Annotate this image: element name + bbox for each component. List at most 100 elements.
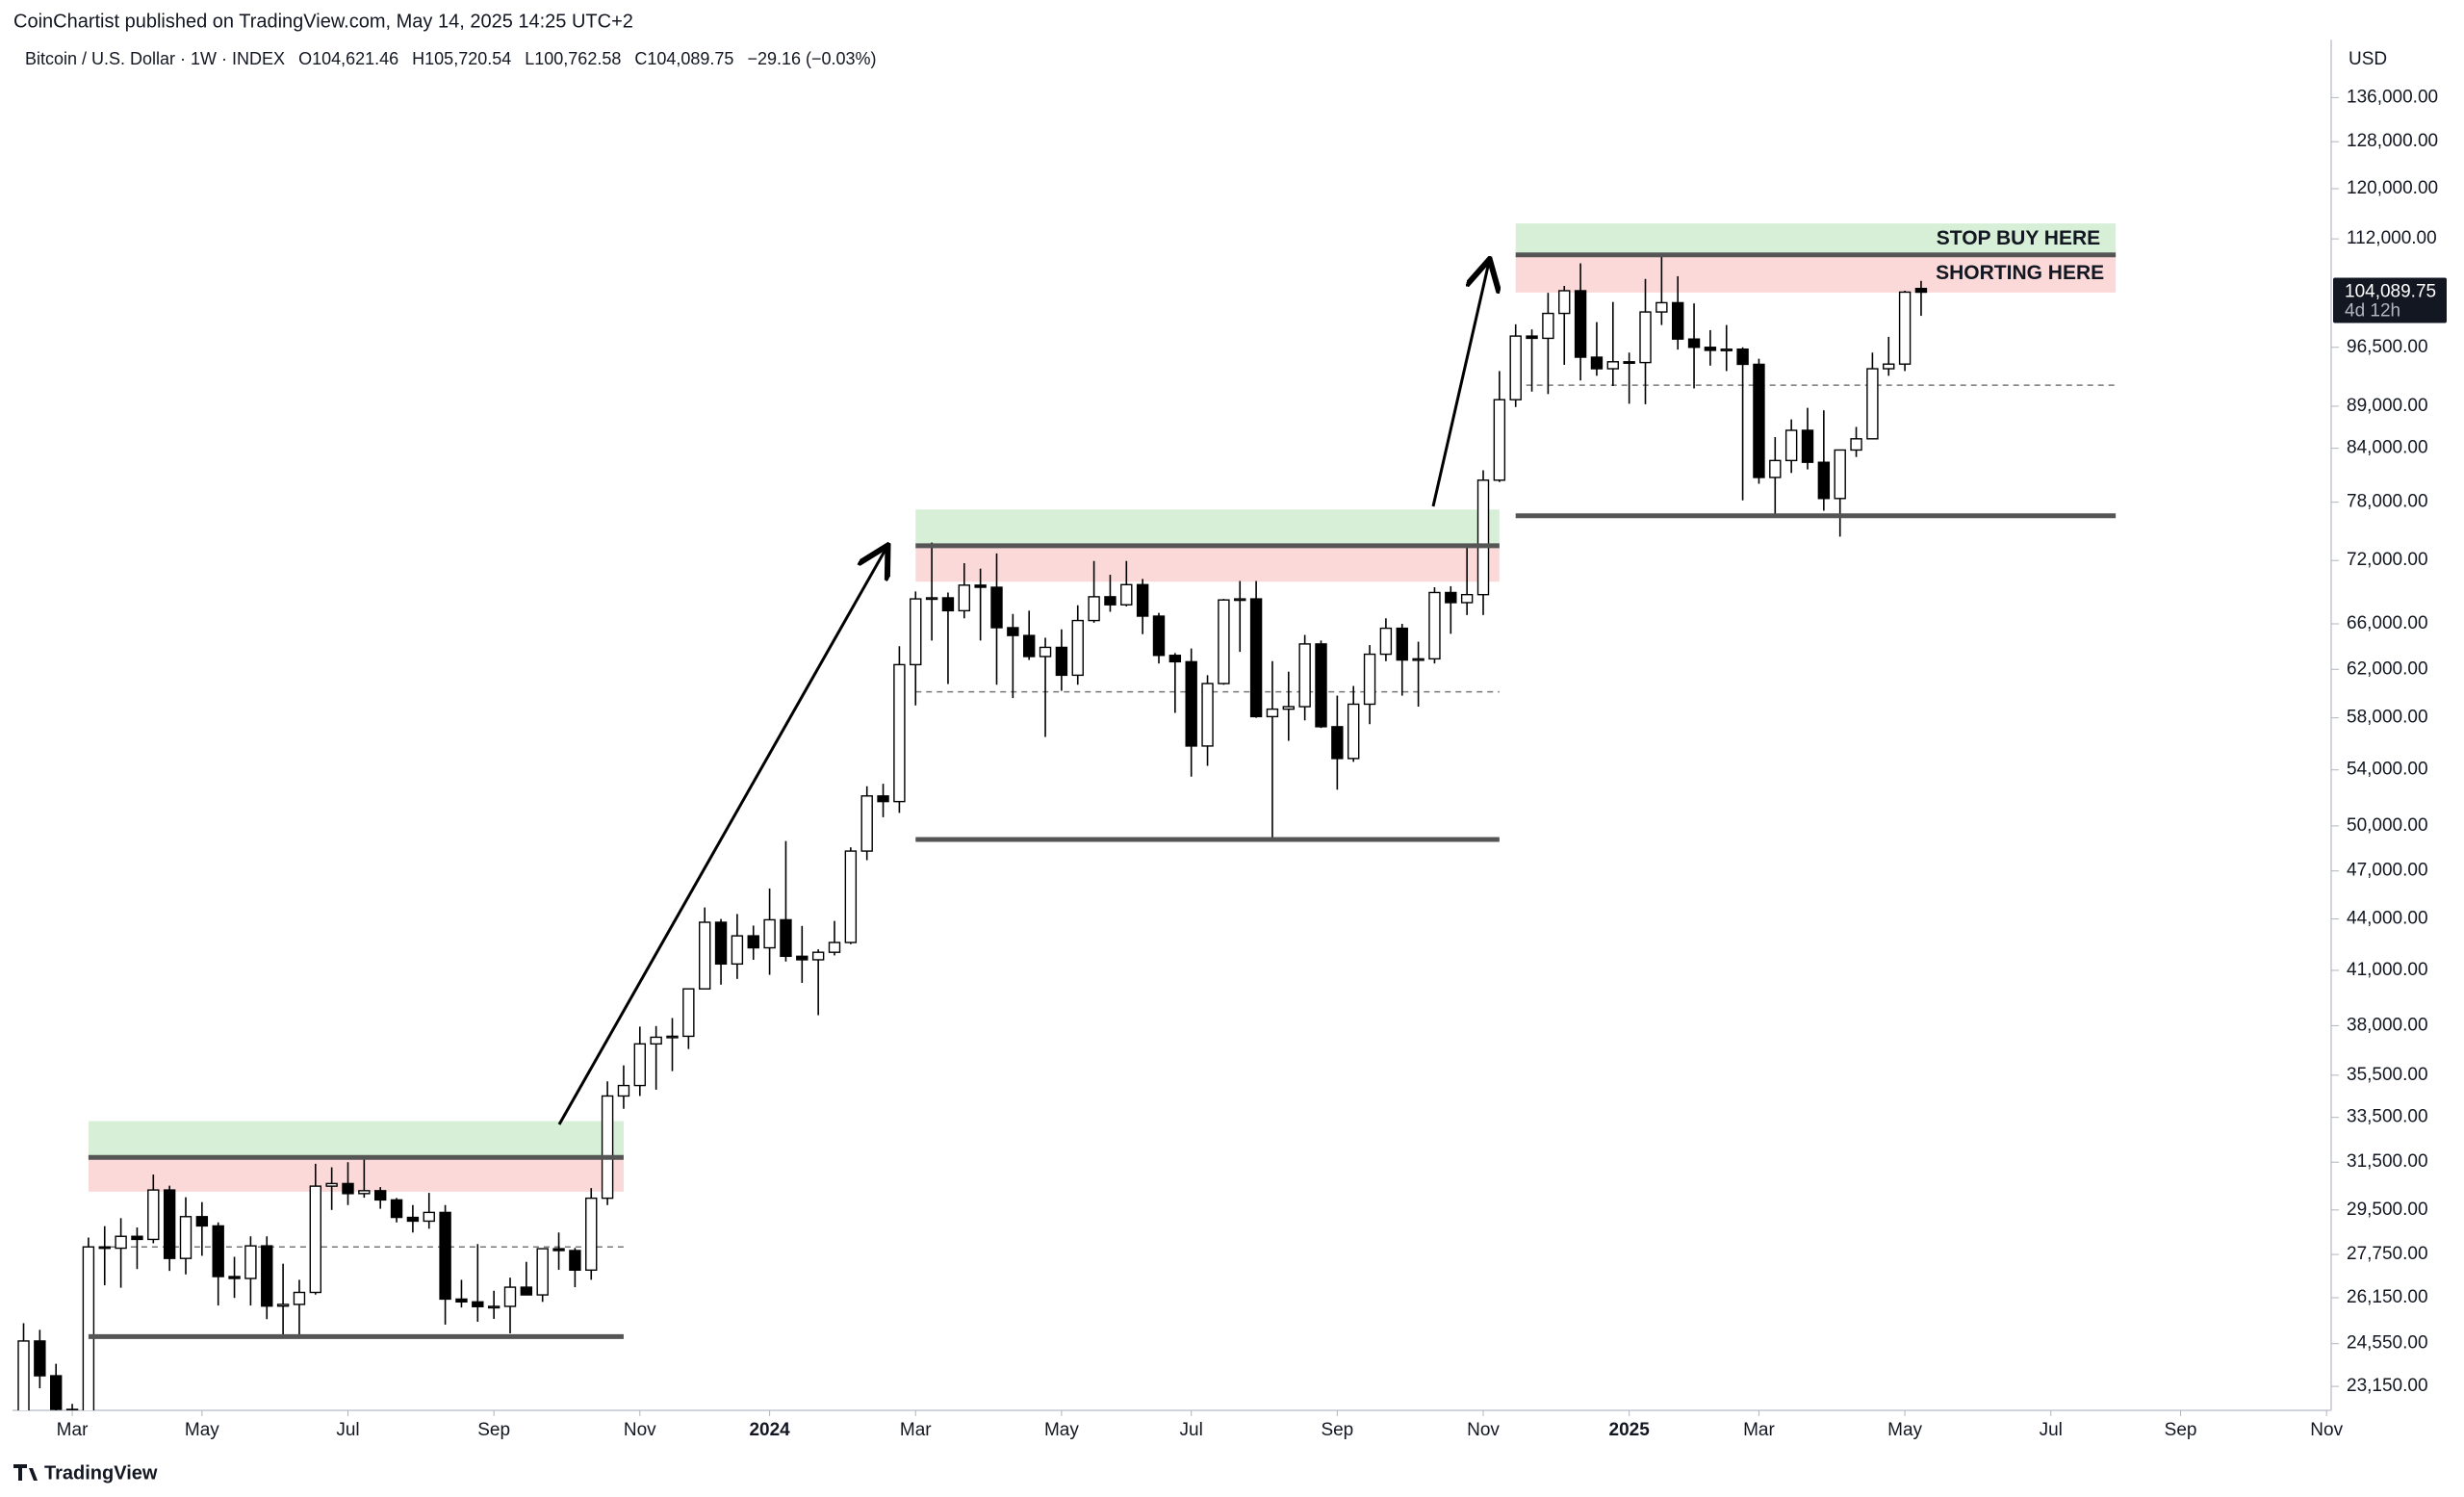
candle-body xyxy=(1590,356,1604,370)
candle-body xyxy=(1039,646,1052,658)
x-tick-label: May xyxy=(185,1420,219,1440)
candle-body xyxy=(34,1340,46,1377)
candle-body xyxy=(974,584,987,588)
candle-body xyxy=(925,597,938,601)
x-tick-label: Nov xyxy=(624,1420,656,1440)
x-tick-label: Sep xyxy=(1321,1420,1353,1440)
y-tick-label: 72,000.00 xyxy=(2347,550,2428,570)
y-tick-label: 78,000.00 xyxy=(2347,492,2428,512)
candle-body xyxy=(455,1298,468,1303)
candle-body xyxy=(585,1197,598,1272)
candle-body xyxy=(1784,429,1798,462)
candle-body xyxy=(1883,363,1895,370)
candle-body xyxy=(309,1185,321,1294)
candle-body xyxy=(423,1211,435,1223)
buy-zone xyxy=(1515,223,2117,255)
candle-body xyxy=(325,1182,338,1187)
y-tick-label: 58,000.00 xyxy=(2347,708,2428,728)
x-tick-label: Jul xyxy=(336,1420,359,1440)
candle-body xyxy=(276,1303,290,1307)
candle-body xyxy=(714,921,728,966)
buy-zone xyxy=(915,509,1500,546)
candle-body xyxy=(390,1199,403,1219)
candle-body xyxy=(228,1276,241,1279)
candle-body xyxy=(1331,726,1344,760)
candle-body xyxy=(195,1216,209,1227)
candle-body xyxy=(1736,348,1749,366)
candle-body xyxy=(293,1291,306,1305)
candle-body xyxy=(1460,593,1474,604)
candle-body xyxy=(374,1190,387,1201)
candle-body xyxy=(1542,312,1554,340)
close-value: C104,089.75 xyxy=(634,49,733,68)
candle-body xyxy=(261,1245,273,1307)
y-tick-label: 35,500.00 xyxy=(2347,1065,2428,1085)
candle-body xyxy=(1509,335,1522,400)
y-tick-label: 33,500.00 xyxy=(2347,1107,2428,1127)
candle-body xyxy=(1428,591,1441,660)
y-tick-label: 31,500.00 xyxy=(2347,1151,2428,1172)
y-tick-label: 112,000.00 xyxy=(2347,228,2437,248)
candle-body xyxy=(990,586,1003,629)
candle-body xyxy=(910,598,922,666)
candle-body xyxy=(1249,598,1263,718)
x-tick-label: Mar xyxy=(900,1420,932,1440)
x-tick-label: Sep xyxy=(2165,1420,2197,1440)
candle-body xyxy=(1218,599,1230,684)
symbol-line: Bitcoin / U.S. Dollar · 1W · INDEX O104,6… xyxy=(25,49,877,68)
candle-body xyxy=(796,955,808,961)
candle-body xyxy=(1022,634,1036,658)
candle-body xyxy=(731,935,744,966)
candle-body xyxy=(811,951,825,961)
candle-body xyxy=(131,1235,143,1241)
y-tick-label: 54,000.00 xyxy=(2347,760,2428,780)
buy-zone xyxy=(88,1121,624,1158)
candle-body xyxy=(65,1408,79,1410)
candle-body xyxy=(747,935,759,949)
candle-body xyxy=(552,1248,565,1252)
y-tick-label: 47,000.00 xyxy=(2347,861,2428,881)
candle-body xyxy=(358,1190,371,1195)
y-tick-label: 26,150.00 xyxy=(2347,1287,2428,1307)
candle-body xyxy=(1720,348,1732,351)
candle-body xyxy=(699,921,711,990)
candle-body xyxy=(1558,290,1571,315)
high-value: H105,720.54 xyxy=(412,49,511,68)
candle-body xyxy=(212,1225,224,1278)
x-tick-label: Mar xyxy=(1743,1420,1775,1440)
candle-body xyxy=(1315,643,1327,728)
candle-body xyxy=(1623,361,1635,365)
candle-body xyxy=(569,1250,581,1272)
candle-body xyxy=(406,1216,420,1223)
candle-body xyxy=(650,1036,662,1045)
x-tick-label: Jul xyxy=(2040,1420,2063,1440)
candle-body xyxy=(1574,290,1587,358)
y-tick-label: 96,500.00 xyxy=(2347,337,2428,357)
candle-body xyxy=(1850,438,1862,452)
y-tick-label: 41,000.00 xyxy=(2347,960,2428,980)
y-tick-label: 29,500.00 xyxy=(2347,1200,2428,1220)
short-zone xyxy=(1515,254,2117,293)
candle-body xyxy=(682,988,695,1038)
x-tick-label: 2024 xyxy=(749,1420,790,1440)
x-tick-label: 2025 xyxy=(1609,1420,1651,1440)
candle-body xyxy=(1704,347,1717,351)
candle-body xyxy=(1136,583,1149,617)
short-zone xyxy=(88,1157,624,1192)
candle-body xyxy=(1687,338,1701,348)
y-tick-label: 89,000.00 xyxy=(2347,396,2428,416)
candle-body xyxy=(941,597,955,612)
countdown-label: 4d 12h xyxy=(2345,301,2400,322)
candle-body xyxy=(877,795,889,803)
candle-body xyxy=(342,1182,354,1195)
y-tick-label: 38,000.00 xyxy=(2347,1015,2428,1035)
brand: TradingView xyxy=(44,1462,158,1484)
change-value: −29.16 (−0.03%) xyxy=(747,49,876,68)
candle-body xyxy=(1347,703,1360,760)
trend-arrow xyxy=(1431,262,1489,507)
candle-body xyxy=(617,1084,630,1097)
candle-body xyxy=(1298,643,1311,708)
candle-body xyxy=(828,942,841,953)
published-line: CoinChartist published on TradingView.co… xyxy=(13,11,633,32)
